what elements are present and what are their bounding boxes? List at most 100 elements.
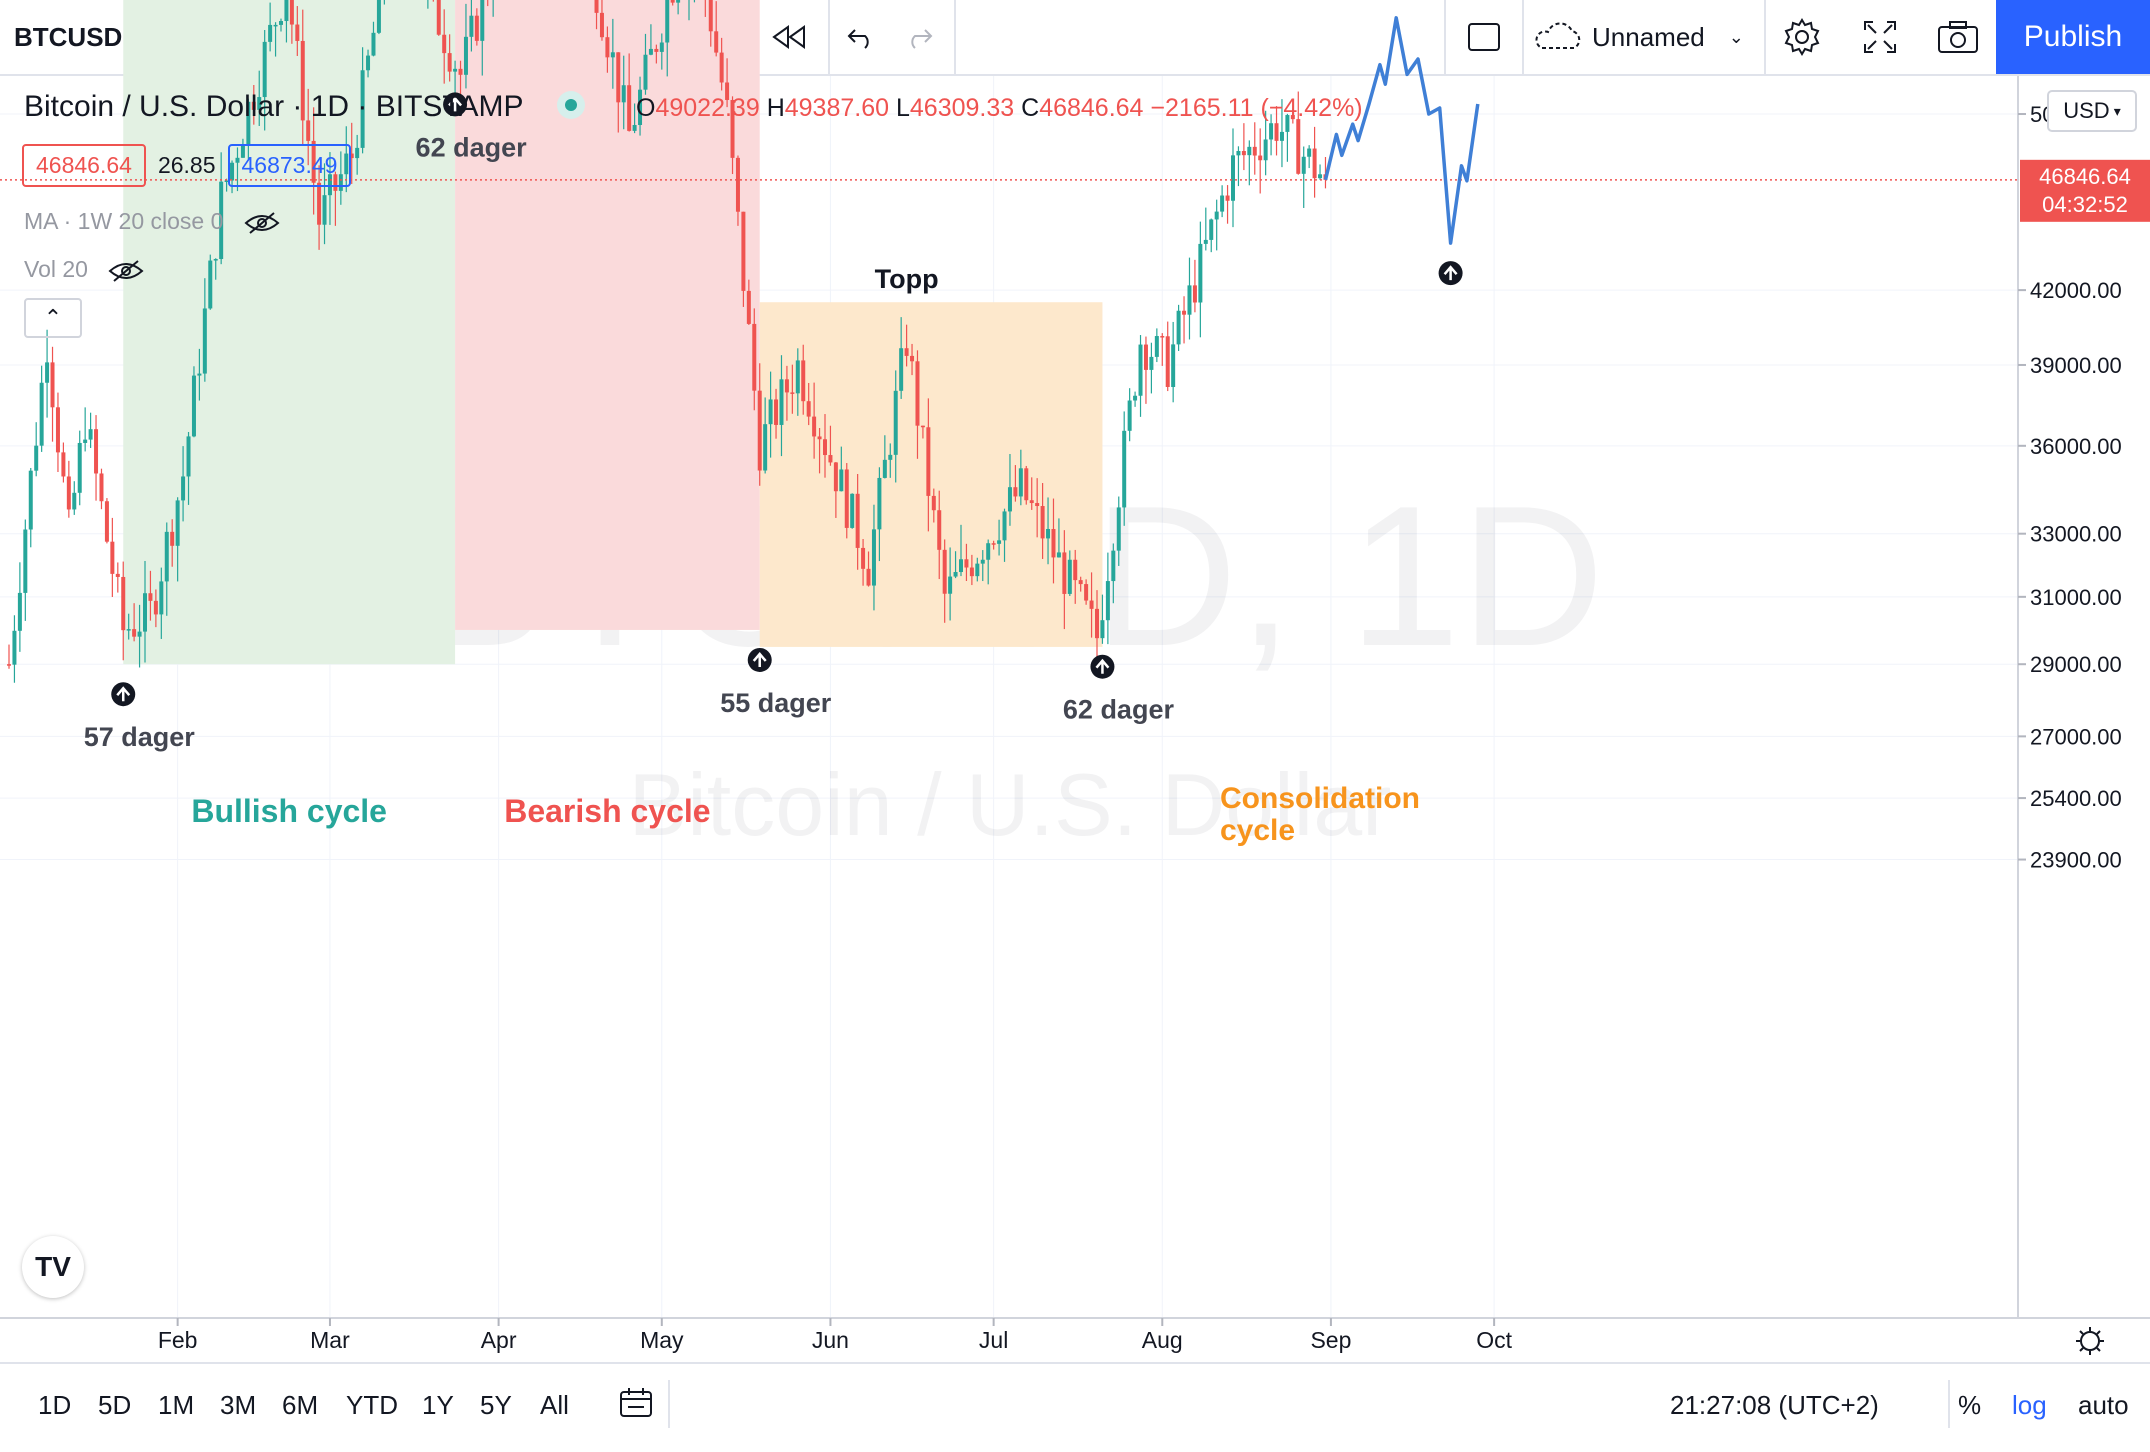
range-button-5d[interactable]: 5D — [98, 1390, 132, 1420]
candle-body — [72, 492, 77, 510]
range-button-1y[interactable]: 1Y — [422, 1390, 454, 1420]
candle-body — [1247, 146, 1252, 156]
candle-body — [1279, 131, 1284, 141]
candle-body — [262, 41, 267, 98]
log-scale-toggle[interactable]: log — [2012, 1390, 2047, 1420]
candle-body — [306, 120, 311, 141]
settings-icon[interactable] — [1774, 0, 1830, 74]
camera-icon[interactable] — [1930, 0, 1986, 74]
candle-body — [904, 348, 909, 356]
range-button-1m[interactable]: 1M — [158, 1390, 195, 1420]
candle-body — [1225, 195, 1230, 201]
low-value: 46309.33 — [909, 94, 1015, 122]
hidden-eye-icon[interactable] — [244, 211, 280, 235]
layout-name-button[interactable]: Unnamed ⌄ — [1532, 0, 1752, 74]
candle-body — [730, 99, 735, 158]
divider — [954, 0, 956, 74]
price-chart[interactable]: BTCUSD, 1D Bitcoin / U.S. Dollar ToppTop… — [0, 0, 2150, 1362]
watermark-name: Bitcoin / U.S. Dollar — [629, 755, 1392, 854]
layout-icon[interactable] — [1454, 0, 1514, 74]
candle-body — [1029, 500, 1034, 504]
candle-body — [627, 85, 632, 131]
symbol-search[interactable]: BTCUSD — [14, 21, 123, 52]
tradingview-logo[interactable]: TV — [22, 1236, 84, 1298]
candle-body — [153, 600, 158, 615]
price-tick-label: 39000.00 — [2030, 353, 2122, 378]
range-button-all[interactable]: All — [540, 1390, 569, 1420]
bid-button[interactable]: 46846.64 — [22, 144, 146, 187]
duration-annotation: 57 dager — [84, 722, 196, 752]
candle-body — [920, 425, 925, 428]
candle-body — [355, 147, 360, 159]
range-button-3m[interactable]: 3M — [220, 1390, 257, 1420]
collapse-legend-button[interactable]: ⌃ — [24, 298, 82, 338]
candle-body — [1138, 344, 1143, 396]
range-button-5y[interactable]: 5Y — [480, 1390, 512, 1420]
date-range-icon[interactable] — [618, 1386, 654, 1427]
candle-body — [1214, 211, 1219, 220]
candle-body — [1187, 285, 1192, 315]
scale-settings-icon[interactable] — [2076, 1327, 2104, 1355]
candle-body — [1274, 123, 1279, 141]
candle-body — [1035, 503, 1040, 507]
bid-ask-row: 46846.64 26.85 46873.49 — [22, 144, 352, 187]
candle-body — [714, 31, 719, 53]
time-tick-label: Jul — [979, 1327, 1008, 1353]
hidden-eye-icon[interactable] — [108, 259, 144, 283]
candle-body — [871, 529, 876, 586]
spread-value: 26.85 — [157, 152, 216, 178]
candle-body — [768, 399, 773, 425]
fullscreen-icon[interactable] — [1852, 0, 1908, 74]
candle-body — [327, 174, 332, 196]
price-axis[interactable]: 50000.0042000.0039000.0036000.0033000.00… — [2018, 102, 2122, 873]
clock[interactable]: 21:27:08 (UTC+2) — [1670, 1390, 1879, 1420]
candle-body — [333, 174, 338, 191]
candle-body — [1301, 156, 1306, 174]
candle-body — [1318, 174, 1323, 179]
candle-body — [1290, 115, 1295, 120]
price-tick-label: 25400.00 — [2030, 786, 2122, 811]
candle-body — [763, 424, 768, 471]
candle-body — [371, 32, 376, 56]
time-axis[interactable]: Feb Mar Apr May Jun Jul Aug Sep Oct — [158, 1318, 1513, 1353]
candle-body — [17, 592, 22, 631]
publish-button[interactable]: Publish — [1996, 0, 2150, 74]
ask-button[interactable]: 46873.49 — [227, 144, 352, 187]
last-price-value: 46846.64 — [2039, 164, 2131, 189]
candle-body — [34, 445, 39, 471]
candle-body — [1252, 146, 1257, 156]
candle-body — [844, 469, 849, 528]
candle-body — [148, 593, 153, 601]
price-tick-label: 31000.00 — [2030, 585, 2122, 610]
time-tick-label: May — [640, 1327, 684, 1353]
candle-body — [779, 379, 784, 425]
auto-scale-toggle[interactable]: auto — [2078, 1390, 2129, 1420]
candle-body — [45, 362, 50, 383]
undo-icon[interactable] — [836, 0, 886, 74]
percent-scale-toggle[interactable]: % — [1958, 1390, 1982, 1420]
candle-body — [311, 140, 316, 183]
range-button-6m[interactable]: 6M — [282, 1390, 319, 1420]
candle-body — [616, 52, 621, 103]
candle-body — [268, 24, 273, 42]
candle-body — [866, 568, 871, 586]
candle-body — [931, 495, 936, 511]
candle-body — [1154, 336, 1159, 357]
volume-indicator-row[interactable]: Vol 20 — [24, 256, 144, 283]
replay-icon[interactable] — [762, 0, 818, 74]
arrow-up-glyph — [116, 686, 131, 702]
candle-body — [1002, 511, 1007, 541]
candle-body — [948, 576, 953, 594]
divider — [1948, 1380, 1950, 1428]
ma-indicator-row[interactable]: MA · 1W 20 close 0 — [24, 208, 280, 235]
candle-body — [823, 439, 827, 456]
redo-icon[interactable] — [894, 0, 944, 74]
candle-body — [1084, 584, 1089, 601]
currency-select[interactable]: USD ▾ — [2047, 90, 2137, 132]
range-button-ytd[interactable]: YTD — [346, 1390, 398, 1420]
range-button-1d[interactable]: 1D — [38, 1390, 72, 1420]
candle-body — [980, 559, 985, 564]
low-label: L — [895, 94, 910, 122]
candle-body — [1182, 310, 1187, 315]
